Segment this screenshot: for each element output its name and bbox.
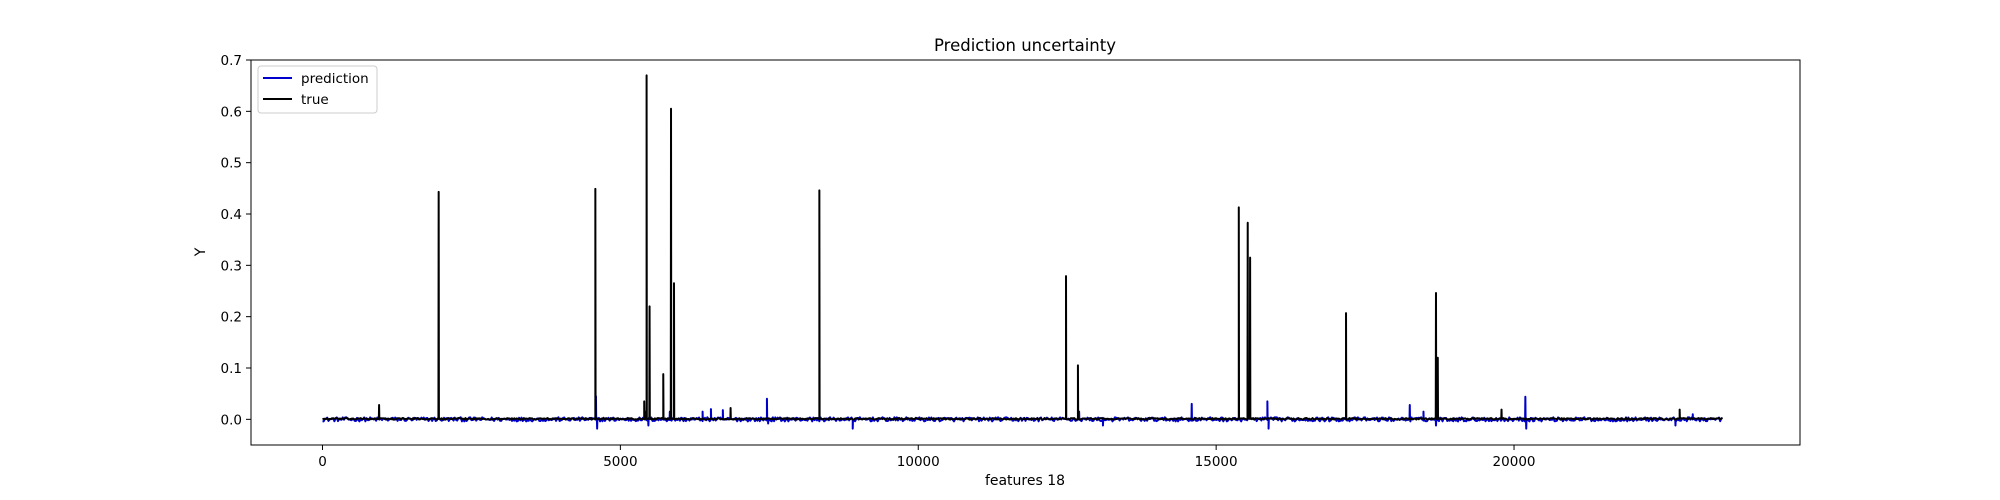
x-tick-label: 5000 [603,454,637,470]
chart-title: Prediction uncertainty [934,36,1116,55]
x-axis: 0 5000 10000 15000 20000 [318,445,1536,470]
y-tick-label: 0.0 [221,412,242,428]
y-tick-label: 0.3 [221,258,242,274]
y-axis: 0.0 0.1 0.2 0.3 0.4 0.5 0.6 0.7 [221,53,251,428]
y-tick-label: 0.4 [221,207,242,223]
y-axis-title: Y [193,247,209,257]
series-line-true [322,74,1723,421]
legend-label-prediction: prediction [301,71,369,87]
series-layer [322,74,1723,430]
plot-frame [250,59,1801,446]
y-tick-label: 0.1 [221,361,242,377]
y-tick-label: 0.6 [221,104,242,120]
y-tick-label: 0.5 [221,156,242,172]
legend-label-true: true [301,92,329,108]
x-axis-title: features 18 [985,473,1065,489]
x-tick-label: 10000 [897,454,940,470]
x-tick-label: 20000 [1493,454,1536,470]
y-tick-label: 0.7 [221,53,242,69]
x-tick-label: 0 [318,454,327,470]
legend: prediction true [257,65,378,114]
x-tick-label: 15000 [1195,454,1238,470]
plot-area [251,60,1800,445]
y-tick-label: 0.2 [221,310,242,326]
